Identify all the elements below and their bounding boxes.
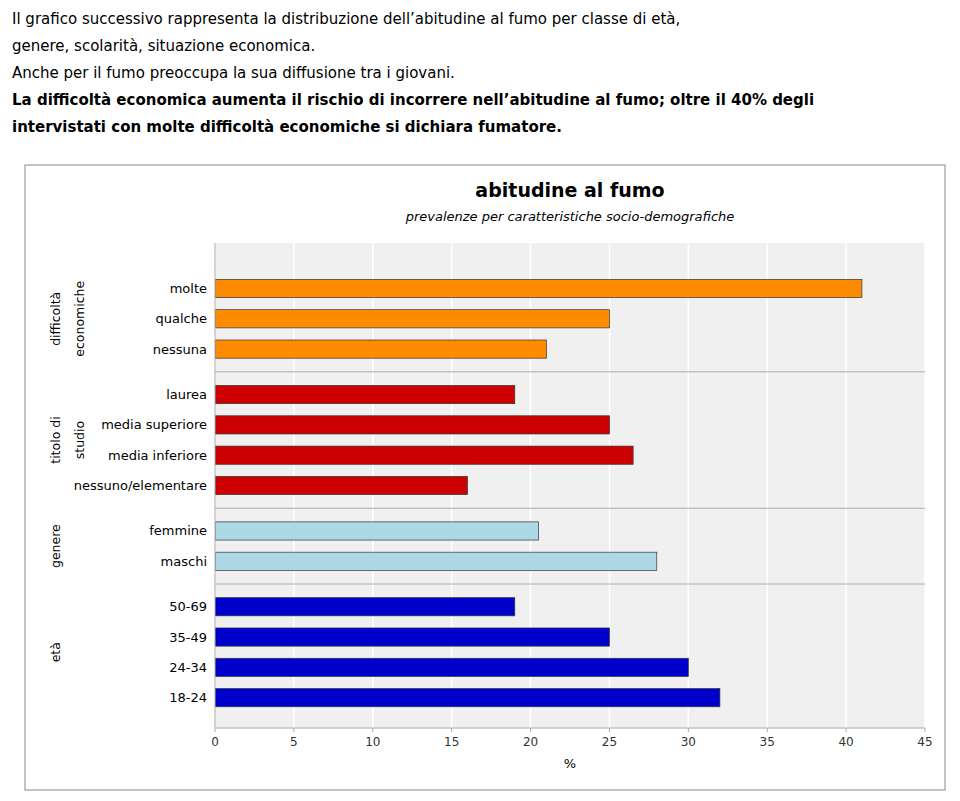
group-separator xyxy=(215,371,925,372)
group-separator xyxy=(215,508,925,509)
plot-background xyxy=(215,243,925,728)
x-tick-label: 5 xyxy=(290,735,298,749)
chart-title: abitudine al fumo xyxy=(475,179,664,201)
header-emphasis-line: La difficoltà economica aumenta il risch… xyxy=(12,91,814,109)
category-label: media inferiore xyxy=(108,448,207,463)
bar xyxy=(215,340,546,358)
x-tick xyxy=(372,728,373,732)
bar xyxy=(215,310,609,328)
grid-line xyxy=(924,243,926,728)
group-label: età xyxy=(48,642,63,662)
x-tick xyxy=(293,728,294,732)
header-line: Il grafico successivo rappresenta la dis… xyxy=(12,10,680,28)
group-label: studio xyxy=(72,421,87,459)
x-tick xyxy=(925,728,926,732)
bar xyxy=(215,628,609,646)
group-label: titolo di xyxy=(48,416,63,463)
bar xyxy=(215,552,657,570)
x-tick-label: 10 xyxy=(365,735,380,749)
category-label: nessuna xyxy=(153,342,207,357)
bar xyxy=(215,522,538,540)
bar xyxy=(215,385,515,403)
bar xyxy=(215,658,688,676)
grid-line xyxy=(766,243,768,728)
bar xyxy=(215,476,467,494)
x-tick xyxy=(688,728,689,732)
category-label: 50-69 xyxy=(169,599,207,614)
group-label: genere xyxy=(48,524,63,568)
y-axis-line xyxy=(215,243,216,728)
x-tick-label: 0 xyxy=(211,735,219,749)
x-tick xyxy=(767,728,768,732)
x-tick xyxy=(609,728,610,732)
bar xyxy=(215,416,609,434)
x-axis-label: % xyxy=(564,756,576,771)
header-line: Anche per il fumo preoccupa la sua diffu… xyxy=(12,64,455,82)
category-label: 35-49 xyxy=(169,630,207,645)
bar xyxy=(215,279,862,297)
x-axis-line xyxy=(215,728,925,729)
category-label: laurea xyxy=(166,387,207,402)
header-line: genere, scolarità, situazione economica. xyxy=(12,37,315,55)
x-tick-label: 30 xyxy=(681,735,696,749)
x-tick-label: 45 xyxy=(917,735,932,749)
x-tick xyxy=(530,728,531,732)
x-tick-label: 20 xyxy=(523,735,538,749)
x-tick-label: 40 xyxy=(838,735,853,749)
group-separator xyxy=(215,584,925,585)
bars xyxy=(215,279,862,706)
chart-frame xyxy=(25,165,945,790)
category-label: qualche xyxy=(156,311,207,326)
x-tick-label: 15 xyxy=(444,735,459,749)
x-tick xyxy=(215,728,216,732)
category-label: molte xyxy=(170,281,207,296)
grid-line xyxy=(845,243,847,728)
bar xyxy=(215,598,515,616)
bar xyxy=(215,689,720,707)
x-tick xyxy=(846,728,847,732)
group-label: difficoltà xyxy=(48,292,63,346)
grid-line xyxy=(688,243,690,728)
category-label: 18-24 xyxy=(169,690,207,705)
category-label: nessuno/elementare xyxy=(74,478,207,493)
category-label: 24-34 xyxy=(169,660,207,675)
x-tick-label: 25 xyxy=(602,735,617,749)
header-emphasis-line: intervistati con molte difficoltà econom… xyxy=(12,118,562,136)
chart-subtitle: prevalenze per caratteristiche socio-dem… xyxy=(405,209,735,224)
category-label: maschi xyxy=(161,554,207,569)
bar xyxy=(215,446,633,464)
x-tick-label: 35 xyxy=(760,735,775,749)
category-label: femmine xyxy=(149,523,207,538)
group-label: economiche xyxy=(72,281,87,357)
page: Il grafico successivo rappresenta la dis… xyxy=(0,0,960,801)
x-tick xyxy=(451,728,452,732)
category-label: media superiore xyxy=(101,417,207,432)
